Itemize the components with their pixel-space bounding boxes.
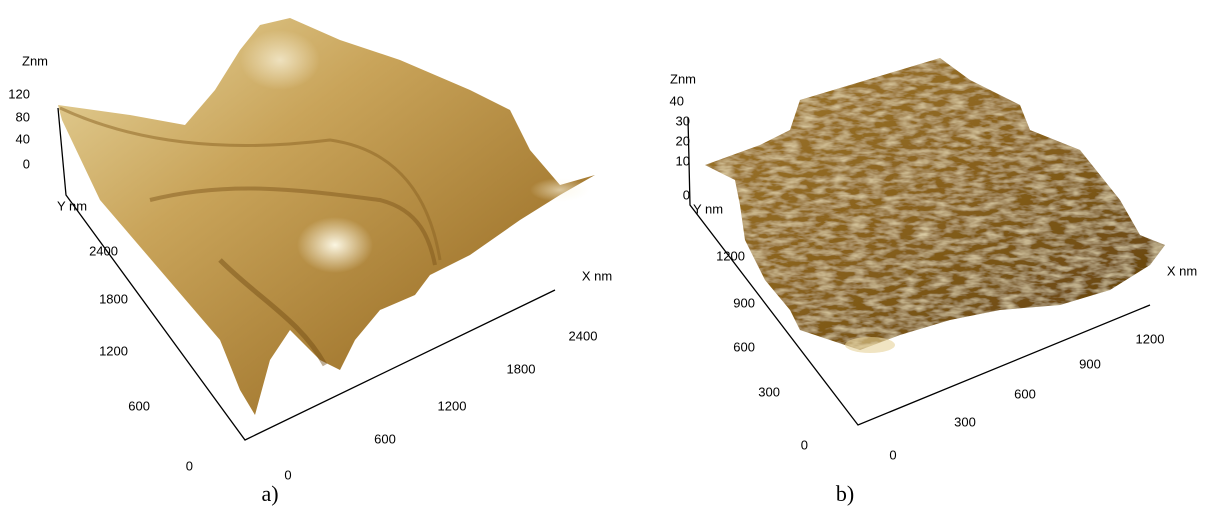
y-tick-label: 2400 <box>89 243 118 258</box>
x-tick-label: 1200 <box>438 398 467 413</box>
y-tick-label: 300 <box>758 384 780 399</box>
z-tick-label: 120 <box>8 86 30 101</box>
y-tick-label: 900 <box>733 295 755 310</box>
y-axis-label: Y nm <box>693 201 723 216</box>
x-tick-label: 0 <box>889 447 896 462</box>
x-axis-label: X nm <box>1167 263 1197 278</box>
y-tick-label: 1200 <box>99 343 128 358</box>
body: Znm12080400Y nm2400180012006000060012001… <box>0 0 1205 511</box>
y-tick-label: 1200 <box>716 248 745 263</box>
surface-a <box>58 18 595 415</box>
caption: a) <box>261 481 278 506</box>
y-tick-label: 1800 <box>99 291 128 306</box>
caption: b) <box>836 481 854 506</box>
surface-b <box>705 58 1165 353</box>
z-tick-label: 30 <box>676 113 690 128</box>
z-tick-label: 40 <box>16 131 30 146</box>
x-tick-label: 600 <box>1014 386 1036 401</box>
z-axis-label: Znm <box>22 53 48 68</box>
x-tick-label: 300 <box>954 414 976 429</box>
figure: Znm12080400Y nm2400180012006000060012001… <box>0 0 1205 511</box>
z-tick-label: 20 <box>676 133 690 148</box>
z-tick-label: 0 <box>683 187 690 202</box>
x-tick-label: 1200 <box>1136 331 1165 346</box>
y-tick-label: 600 <box>733 339 755 354</box>
z-axis-label: Znm <box>670 71 696 86</box>
z-tick-label: 10 <box>676 153 690 168</box>
x-tick-label: 1800 <box>507 361 536 376</box>
x-tick-label: 900 <box>1079 356 1101 371</box>
x-axis-label: X nm <box>582 268 612 283</box>
x-tick-label: 2400 <box>569 328 598 343</box>
z-tick-label: 80 <box>16 109 30 124</box>
z-tick-label: 40 <box>670 93 684 108</box>
x-tick-label: 0 <box>284 467 291 482</box>
page: AFM surface plots {"panels": [ {"z_label… <box>0 0 1205 511</box>
y-tick-label: 0 <box>801 437 808 452</box>
y-tick-label: 600 <box>128 398 150 413</box>
z-tick-label: 0 <box>23 156 30 171</box>
y-tick-label: 0 <box>186 458 193 473</box>
x-tick-label: 600 <box>374 431 396 446</box>
y-axis-label: Y nm <box>57 198 87 213</box>
